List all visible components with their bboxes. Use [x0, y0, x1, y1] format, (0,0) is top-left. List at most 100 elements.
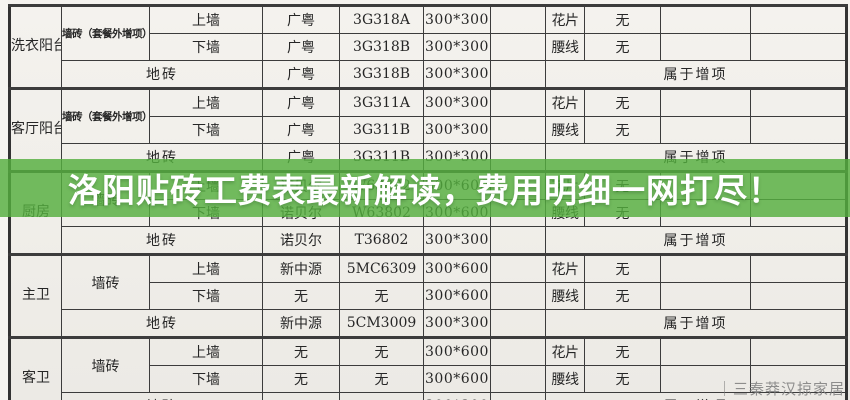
- accent-value-cell: 无: [584, 87, 661, 117]
- brand-cell: 新中源: [262, 309, 340, 338]
- floor-label-cell: 地砖: [61, 392, 263, 400]
- wall-type-cell: 墙砖（套餐外增项）: [61, 87, 150, 144]
- empty-cell: [750, 33, 847, 61]
- accent-label-cell: 花片: [545, 4, 585, 34]
- brand-cell: 无: [262, 365, 340, 393]
- size-cell: 300*300: [423, 33, 491, 61]
- empty-cell: [750, 336, 847, 366]
- empty-cell: [660, 116, 751, 144]
- brand-cell: 无: [262, 282, 340, 310]
- floor-label-cell: 地砖: [61, 309, 263, 338]
- model-cell: 3G318A: [339, 4, 424, 34]
- room-cell: 客厅阳台: [9, 87, 62, 172]
- room-cell: 主卫: [9, 253, 62, 338]
- empty-cell: [660, 4, 751, 34]
- model-cell: 3G318B: [339, 33, 424, 61]
- model-cell: 无: [339, 336, 424, 366]
- accent-label-cell: 花片: [545, 253, 585, 283]
- accent-label-cell: 腰线: [545, 116, 585, 144]
- position-cell: 上墙: [149, 87, 263, 117]
- empty-cell: [490, 33, 546, 61]
- empty-cell: [660, 336, 751, 366]
- watermark-separator: ｜: [716, 380, 733, 398]
- accent-label-cell: 花片: [545, 336, 585, 366]
- empty-cell: [750, 116, 847, 144]
- brand-cell: 广粤: [262, 116, 340, 144]
- brand-cell: 广粤: [262, 60, 340, 89]
- accent-value-cell: 无: [584, 253, 661, 283]
- size-cell: 300*300: [423, 116, 491, 144]
- model-cell: 5MC6309: [339, 253, 424, 283]
- floor-label-cell: 地砖: [61, 60, 263, 89]
- empty-cell: [660, 365, 751, 393]
- model-cell: 3G318B: [339, 60, 424, 89]
- position-cell: 下墙: [149, 33, 263, 61]
- model-cell: 无: [339, 365, 424, 393]
- model-cell: 无: [339, 282, 424, 310]
- wall-type-cell: 墙砖: [61, 336, 150, 393]
- size-cell: 300*600: [423, 282, 491, 310]
- size-cell: 300*300: [423, 392, 491, 400]
- accent-value-cell: 无: [584, 33, 661, 61]
- empty-cell: [750, 87, 847, 117]
- position-cell: 下墙: [149, 282, 263, 310]
- watermark: ｜三秦莽汉掠家居: [717, 378, 845, 399]
- brand-cell: 广粤: [262, 4, 340, 34]
- model-cell: T36802: [339, 226, 424, 255]
- empty-cell: [490, 87, 546, 117]
- empty-cell: [490, 365, 546, 393]
- floor-label-cell: 地砖: [61, 226, 263, 255]
- wall-type-cell: 墙砖: [61, 253, 150, 310]
- brand-cell: 新中源: [262, 253, 340, 283]
- size-cell: 300*600: [423, 365, 491, 393]
- brand-cell: 广粤: [262, 87, 340, 117]
- photo-top-edge: [0, 0, 850, 4]
- position-cell: 下墙: [149, 365, 263, 393]
- empty-cell: [660, 253, 751, 283]
- model-cell: 3G311B: [339, 116, 424, 144]
- empty-cell: [490, 282, 546, 310]
- accent-label-cell: 腰线: [545, 33, 585, 61]
- empty-cell: [490, 60, 546, 89]
- banner-title: 洛阳贴砖工费表最新解读，费用明细一网打尽！: [68, 171, 782, 210]
- wall-type-cell: 墙砖（套餐外增项）: [61, 4, 150, 61]
- accent-value-cell: 无: [584, 282, 661, 310]
- accent-label-cell: 腰线: [545, 282, 585, 310]
- model-cell: 无: [339, 392, 424, 400]
- size-cell: 300*300: [423, 60, 491, 89]
- position-cell: 上墙: [149, 253, 263, 283]
- empty-cell: [660, 87, 751, 117]
- accent-value-cell: 无: [584, 4, 661, 34]
- accent-value-cell: 无: [584, 116, 661, 144]
- extra-note-cell: 属于增项: [545, 226, 847, 255]
- extra-note-cell: 属于增项: [545, 60, 847, 89]
- extra-note-cell: 属于增项: [545, 309, 847, 338]
- empty-cell: [490, 336, 546, 366]
- model-cell: 3G311A: [339, 87, 424, 117]
- model-cell: 5CM3009: [339, 309, 424, 338]
- empty-cell: [490, 253, 546, 283]
- brand-cell: 无: [262, 392, 340, 400]
- empty-cell: [660, 282, 751, 310]
- empty-cell: [750, 4, 847, 34]
- empty-cell: [490, 4, 546, 34]
- room-cell: 洗衣阳台: [9, 4, 62, 89]
- accent-label-cell: 腰线: [545, 365, 585, 393]
- position-cell: 上墙: [149, 4, 263, 34]
- size-cell: 300*300: [423, 87, 491, 117]
- size-cell: 300*600: [423, 253, 491, 283]
- empty-cell: [750, 253, 847, 283]
- position-cell: 上墙: [149, 336, 263, 366]
- accent-value-cell: 无: [584, 365, 661, 393]
- empty-cell: [660, 33, 751, 61]
- accent-value-cell: 无: [584, 336, 661, 366]
- empty-cell: [750, 282, 847, 310]
- empty-cell: [490, 392, 546, 400]
- empty-cell: [490, 309, 546, 338]
- empty-cell: [490, 226, 546, 255]
- size-cell: 300*300: [423, 309, 491, 338]
- accent-label-cell: 花片: [545, 87, 585, 117]
- size-cell: 300*300: [423, 4, 491, 34]
- headline-banner: 洛阳贴砖工费表最新解读，费用明细一网打尽！: [0, 159, 850, 217]
